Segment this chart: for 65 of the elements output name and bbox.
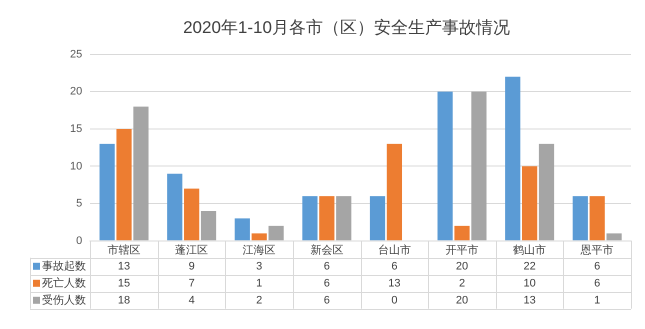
bar [184, 188, 200, 240]
bar [268, 226, 284, 240]
bar [590, 196, 605, 240]
data-label: 6 [324, 294, 330, 306]
data-label: 7 [188, 277, 195, 290]
x-tick-label: 鹤山市 [513, 243, 546, 256]
data-label: 6 [594, 260, 600, 272]
bar [522, 166, 538, 240]
bar [471, 92, 487, 240]
y-tick-label: 20 [70, 86, 82, 98]
data-label: 1 [594, 294, 600, 306]
data-label: 2 [256, 294, 262, 306]
bar [116, 128, 132, 240]
bar [319, 196, 334, 240]
bar [454, 226, 470, 240]
bar [572, 196, 588, 240]
data-label: 6 [324, 277, 330, 290]
bar [234, 218, 250, 240]
bar [167, 174, 182, 240]
x-tick-label: 恩平市 [580, 243, 614, 256]
y-tick-label: 10 [70, 160, 82, 172]
x-tick-label: 开平市 [446, 243, 479, 256]
bar [606, 233, 622, 240]
y-tick-label: 15 [70, 122, 82, 135]
bar [538, 144, 554, 240]
data-label: 13 [118, 260, 130, 272]
legend-label: 死亡人数 [42, 276, 86, 290]
x-tick-label: 市辖区 [108, 243, 141, 256]
bar [133, 106, 149, 240]
bar [336, 196, 352, 240]
bar [386, 144, 402, 240]
y-tick-label: 0 [76, 234, 82, 247]
data-label: 3 [256, 260, 262, 272]
data-label: 20 [456, 294, 468, 306]
data-label: 6 [391, 260, 398, 272]
bar [505, 76, 520, 240]
data-label: 20 [456, 260, 468, 272]
data-label: 1 [256, 277, 262, 290]
data-label: 6 [594, 277, 600, 290]
data-label: 2 [458, 277, 466, 290]
y-tick-label: 5 [76, 198, 82, 210]
chart-title: 2020年1-10月各市（区）安全生产事故情况 [183, 18, 510, 37]
x-tick-label: 蓬江区 [175, 243, 208, 256]
data-label: 9 [188, 260, 195, 272]
x-tick-label: 台山市 [378, 243, 411, 256]
data-label: 13 [523, 294, 536, 306]
data-label: 13 [388, 277, 401, 290]
bar [302, 196, 318, 240]
bar [100, 144, 115, 240]
data-label: 4 [188, 294, 195, 306]
bar [438, 92, 453, 240]
legend-label: 受伤人数 [42, 293, 86, 306]
legend-label: 事故起数 [42, 259, 86, 272]
x-tick-label: 新会区 [310, 243, 344, 256]
data-label: 0 [391, 294, 398, 306]
data-label: 10 [523, 277, 536, 290]
bar [252, 233, 267, 240]
x-tick-label: 江海区 [242, 244, 276, 256]
bar [200, 210, 216, 240]
y-tick-label: 25 [70, 48, 82, 60]
data-label: 15 [118, 277, 130, 290]
data-label: 18 [118, 294, 130, 306]
data-label: 6 [324, 260, 330, 272]
bar [370, 196, 386, 240]
data-label: 22 [523, 260, 536, 272]
